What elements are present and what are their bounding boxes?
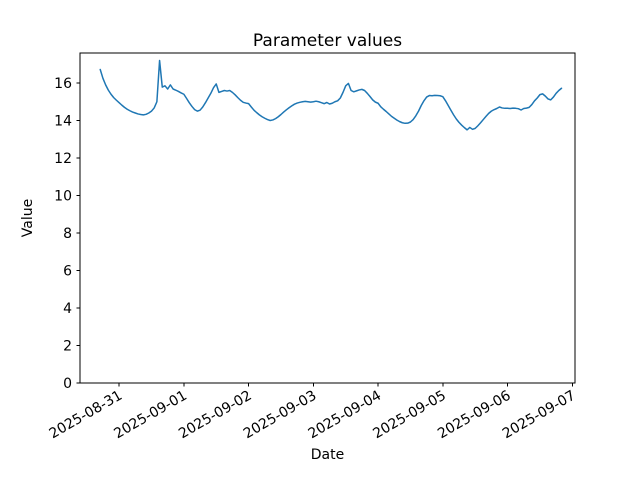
x-tick-label: 2025-09-07 xyxy=(500,388,578,443)
x-axis-label: Date xyxy=(310,447,345,463)
y-tick-label: 4 xyxy=(63,301,72,317)
x-tick-label: 2025-09-01 xyxy=(111,388,189,443)
y-tick-label: 14 xyxy=(54,114,72,130)
y-tick-label: 16 xyxy=(54,76,72,92)
x-tick-label: 2025-09-02 xyxy=(176,388,254,443)
x-tick-label: 2025-09-05 xyxy=(370,388,448,443)
data-line-series xyxy=(99,59,563,131)
x-tick-label: 2025-09-03 xyxy=(241,388,319,443)
axes-spines xyxy=(79,52,576,384)
chart-title: Parameter values xyxy=(252,31,403,51)
x-tick-label: 2025-09-04 xyxy=(306,388,385,443)
x-tick-label: 2025-08-31 xyxy=(47,388,125,443)
y-tick-label: 10 xyxy=(54,189,72,205)
y-tick-label: 0 xyxy=(63,376,72,392)
y-tick-label: 6 xyxy=(63,264,72,280)
y-axis-label: Value xyxy=(20,198,36,238)
y-tick-label: 12 xyxy=(54,151,72,167)
y-tick-label: 2 xyxy=(63,339,72,355)
y-tick-label: 8 xyxy=(63,226,72,242)
x-tick-label: 2025-09-06 xyxy=(435,388,514,443)
